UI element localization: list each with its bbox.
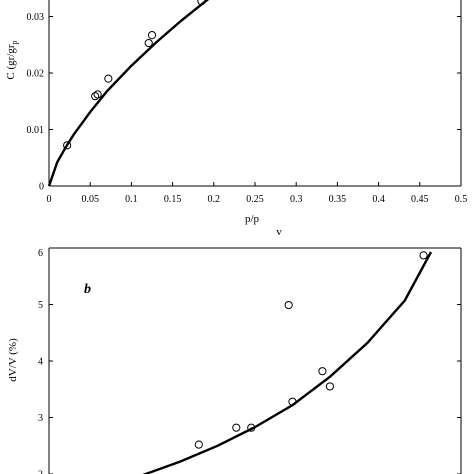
panel-b-y-tick-label: 3 xyxy=(38,413,43,424)
panel-a-x-tick-label: 0.2 xyxy=(208,194,221,205)
panel-a-fit-curve xyxy=(47,0,210,187)
panel-a-x-axis-title: p/p xyxy=(245,213,260,225)
panel-b-data-point xyxy=(318,367,327,376)
panel-a-axes xyxy=(48,0,462,187)
panel-b-data-point xyxy=(419,251,428,260)
panel-a-y-tick-label: 0 xyxy=(39,182,44,193)
panel-b-y-tick-label: 5 xyxy=(38,300,43,311)
panel-a-y-axis-title: C (gr/grp xyxy=(5,40,19,79)
panel-b-label: b xyxy=(84,282,91,297)
panel-b-data-point xyxy=(232,423,241,432)
panel-b-y-tick-label: 2 xyxy=(38,470,43,474)
panel-b-series xyxy=(142,251,433,474)
panel-b-y-tick-label: 4 xyxy=(38,357,43,368)
panel-a-x-tick-label: 0.1 xyxy=(125,194,138,205)
panel-a-x-tick-label: 0.25 xyxy=(246,194,264,205)
panel-b: dV/V (%) 2 3 4 5 6 b xyxy=(7,247,462,474)
panel-a-x-tick-label: 0.3 xyxy=(290,194,303,205)
panel-b-data-point xyxy=(194,440,203,449)
panel-a-x-tick-label: 0.45 xyxy=(411,194,429,205)
panel-b-data-point xyxy=(325,382,335,391)
panel-b-y-ticks: 2 3 4 5 6 xyxy=(38,247,461,474)
panel-a-data-point xyxy=(144,38,153,48)
panel-a-data-point xyxy=(63,141,72,150)
panel-a-data-point xyxy=(91,92,100,101)
panel-b-fit-curve xyxy=(142,251,433,474)
panel-a-y-tick-label: 0.03 xyxy=(27,12,45,23)
panel-a-data-point xyxy=(104,74,113,83)
panel-a-data-point xyxy=(147,31,157,40)
panel-a: C (gr/grp 00.010.020.03 0 0.05 0.1 0.15 0.2 0… xyxy=(5,0,467,238)
panel-a-x-tick-label: 0.15 xyxy=(164,194,182,205)
panel-a-x-tick-label: 0.35 xyxy=(329,194,347,205)
panel-a-x-tick-label: 0 xyxy=(47,194,52,205)
panel-a-x-tick-label: 0.4 xyxy=(372,194,385,205)
panel-b-y-tick-label: 6 xyxy=(38,248,43,259)
panel-a-x-ticks: 0 0.05 0.1 0.15 0.2 0.25 0.3 0.35 0.4 0.45 0.5 xyxy=(47,182,468,205)
panel-a-series xyxy=(47,0,210,187)
panel-a-data-point xyxy=(93,90,102,99)
panel-a-x-tick-label: 0.05 xyxy=(81,194,99,205)
panel-a-x-axis-subscript: v xyxy=(276,226,282,238)
panel-a-y-tick-label: 0.01 xyxy=(27,125,45,136)
panel-b-data-point xyxy=(284,300,293,310)
panel-b-axes xyxy=(48,247,462,474)
panel-a-y-tick-label: 0.02 xyxy=(27,69,45,80)
panel-b-y-axis-title: dV/V (%) xyxy=(7,338,19,382)
panel-a-y-ticks: 0 0.01 0.02 0.03 xyxy=(27,12,461,193)
panel-a-x-tick-label: 0.5 xyxy=(455,194,468,205)
